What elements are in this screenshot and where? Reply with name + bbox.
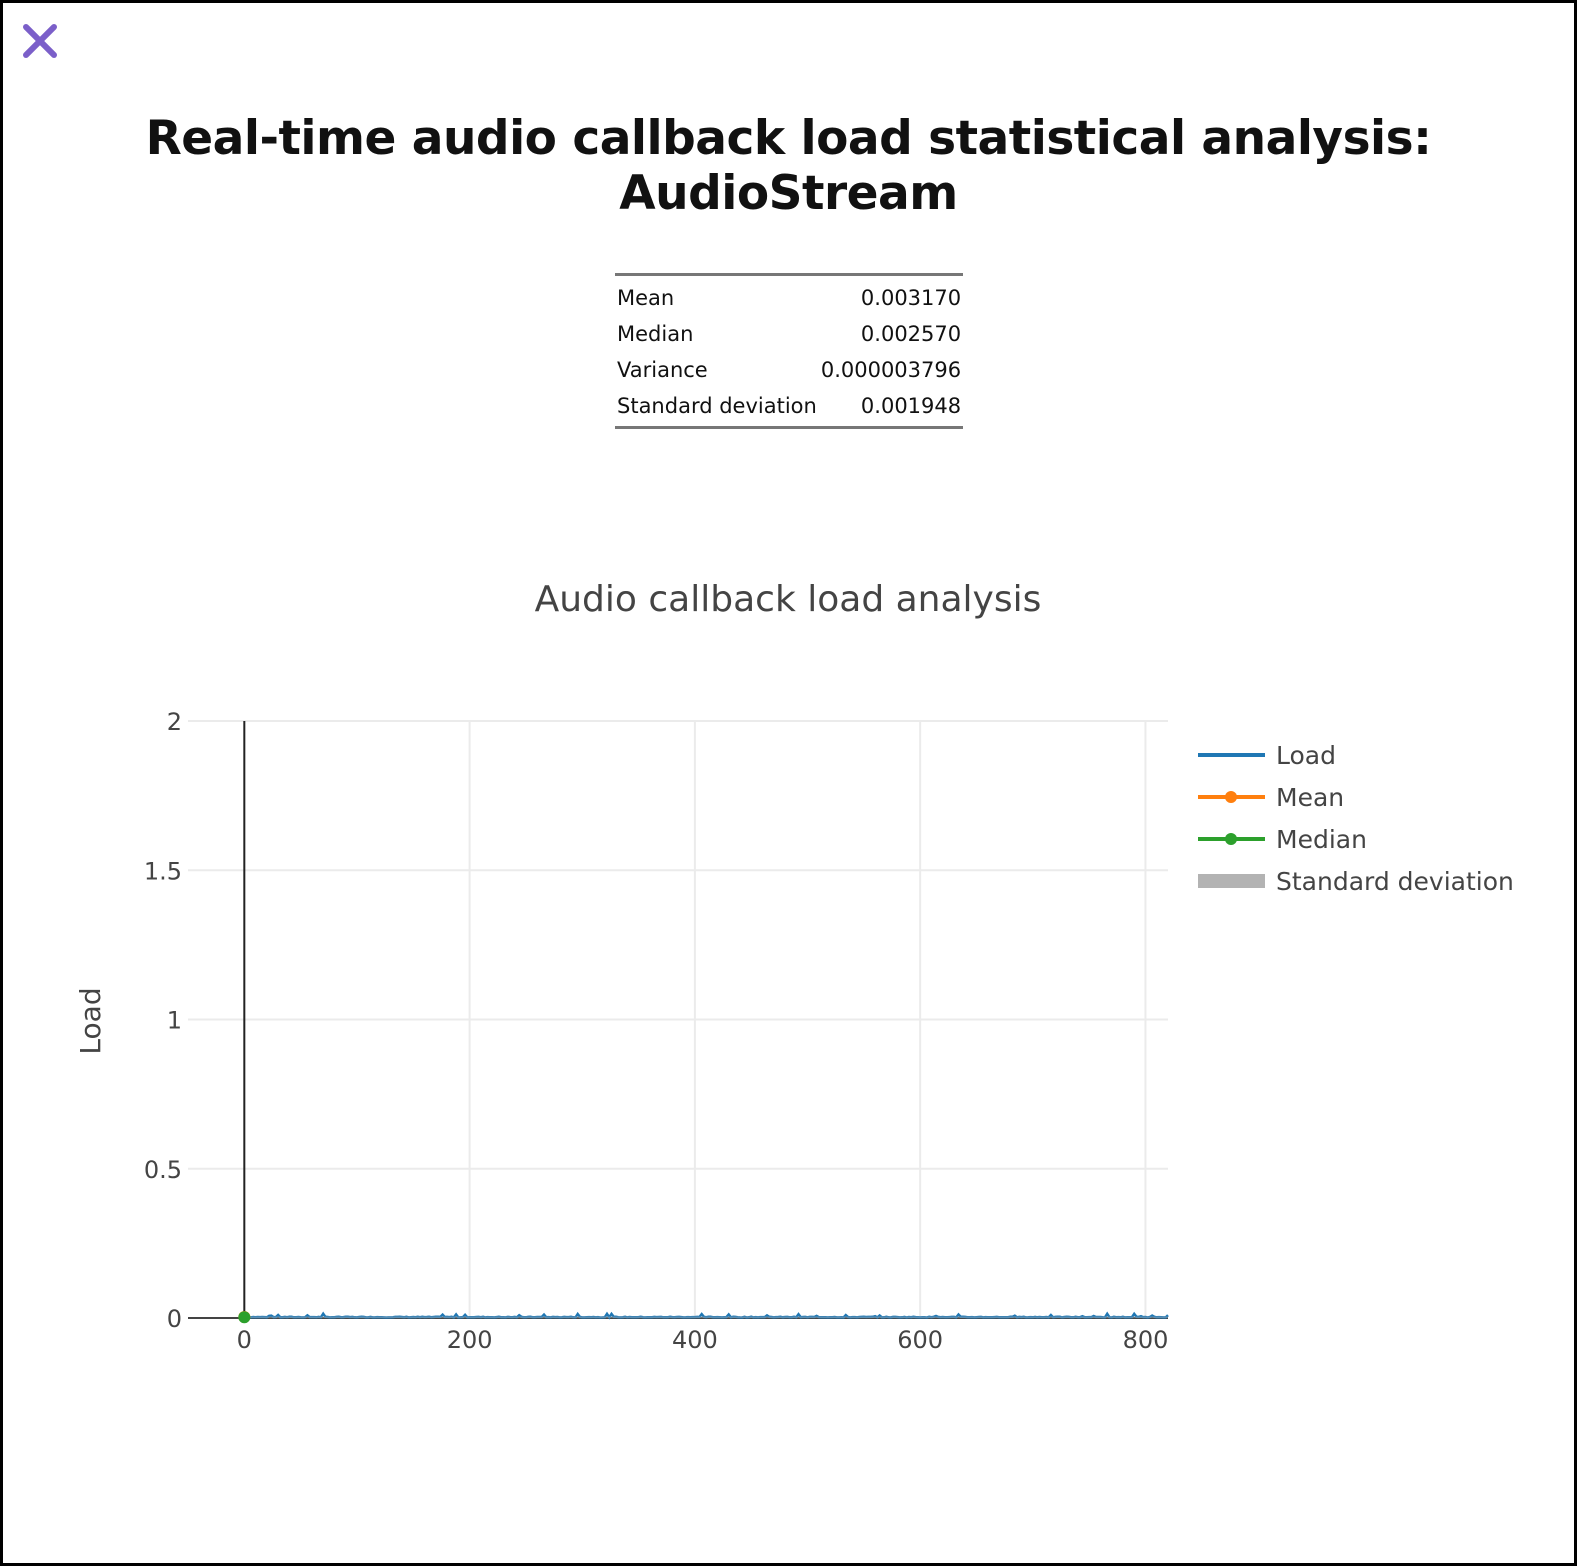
x-tick-label: 800 bbox=[1123, 1326, 1169, 1354]
stats-label: Standard deviation bbox=[617, 394, 817, 418]
stats-value: 0.000003796 bbox=[820, 358, 962, 382]
y-tick-label: 1 bbox=[167, 1007, 182, 1035]
stats-value: 0.003170 bbox=[860, 286, 962, 310]
stats-label: Mean bbox=[617, 286, 675, 310]
chart-grid bbox=[188, 720, 1168, 1319]
statistics-table: Mean 0.003170 Median 0.002570 Variance 0.0000… bbox=[615, 273, 964, 429]
y-axis-title: Load bbox=[74, 987, 107, 1054]
legend-label: Median bbox=[1276, 825, 1367, 854]
load-series-line bbox=[244, 1311, 1169, 1320]
stats-row: Standard deviation 0.001948 bbox=[615, 388, 963, 428]
y-tick-label: 1.5 bbox=[144, 857, 182, 885]
x-tick-label: 400 bbox=[672, 1326, 718, 1354]
legend-item-median[interactable]: Median bbox=[1198, 825, 1367, 854]
legend-item-mean[interactable]: Mean bbox=[1198, 783, 1344, 812]
legend-swatch bbox=[1198, 874, 1265, 888]
legend-item-standard-deviation[interactable]: Standard deviation bbox=[1198, 867, 1514, 896]
std-dev-band bbox=[244, 1316, 1168, 1318]
legend-marker bbox=[1225, 791, 1237, 803]
y-tick-label: 0.5 bbox=[144, 1156, 182, 1184]
page-title: Real-time audio callback load statistica… bbox=[145, 111, 1432, 221]
chart-marks bbox=[238, 721, 1169, 1324]
close-icon[interactable] bbox=[20, 21, 62, 63]
chart-title: Audio callback load analysis bbox=[535, 579, 1042, 620]
median-marker bbox=[238, 1311, 251, 1324]
x-tick-label: 200 bbox=[447, 1326, 493, 1354]
x-tick-label: 0 bbox=[237, 1326, 252, 1354]
stats-label: Variance bbox=[617, 358, 708, 382]
legend-label: Mean bbox=[1276, 783, 1344, 812]
x-tick-label: 600 bbox=[897, 1326, 943, 1354]
legend-item-load[interactable]: Load bbox=[1198, 741, 1336, 770]
legend-label: Load bbox=[1276, 741, 1336, 770]
stats-value: 0.002570 bbox=[860, 322, 962, 346]
stats-label: Median bbox=[617, 322, 694, 346]
y-tick-label: 2 bbox=[167, 708, 182, 736]
load-chart: Audio callback load analysis Load 0 0.5 1 1… bbox=[74, 579, 1514, 1354]
chart-ticks: 0 0.5 1 1.5 2 0 200 400 600 800 bbox=[144, 708, 1169, 1354]
legend-marker bbox=[1225, 833, 1237, 845]
chart-legend[interactable]: Load Mean Median Standard deviation bbox=[1198, 741, 1514, 896]
stats-value: 0.001948 bbox=[860, 394, 962, 418]
stats-row: Mean 0.003170 bbox=[615, 275, 963, 317]
y-tick-label: 0 bbox=[167, 1305, 182, 1333]
stats-row: Median 0.002570 bbox=[615, 316, 963, 352]
stats-row: Variance 0.000003796 bbox=[615, 352, 963, 388]
close-button[interactable] bbox=[20, 21, 62, 63]
legend-label: Standard deviation bbox=[1276, 867, 1514, 896]
